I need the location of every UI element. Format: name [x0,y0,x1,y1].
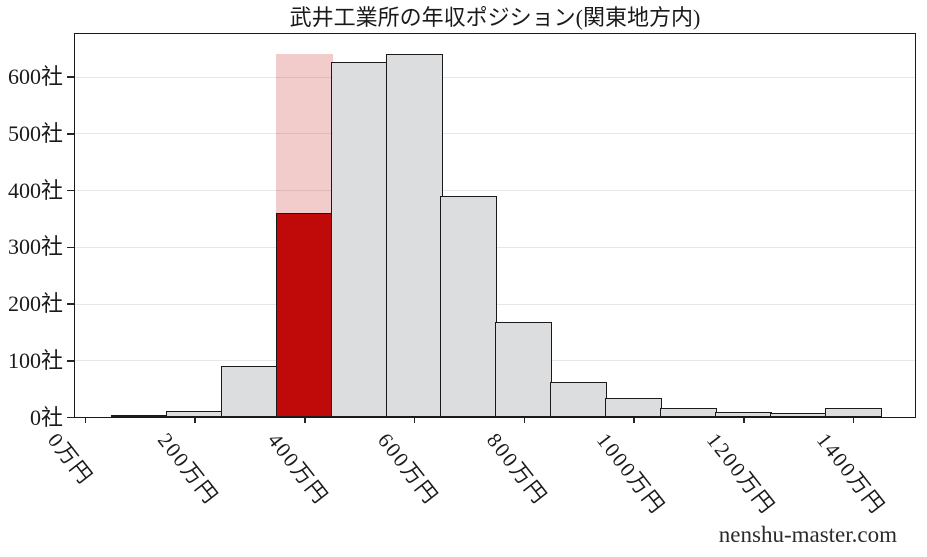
x-tick [633,417,635,423]
y-tick [67,189,74,192]
y-grid-line [75,190,915,192]
y-tick [67,246,74,249]
histogram-bar [605,398,663,417]
histogram-bar [385,53,443,417]
histogram-bar [111,415,169,417]
y-tick-label: 200社 [7,291,63,317]
x-tick-label: 600万円 [372,427,443,509]
x-tick-label: 1400万円 [811,427,890,519]
histogram-bar [769,413,827,417]
histogram-bar [220,365,278,417]
histogram-bar [714,411,772,417]
y-tick [67,76,74,78]
x-tick-label: 400万円 [262,427,334,509]
y-tick-label: 100社 [7,347,63,373]
x-tick-label: 200万円 [153,427,224,509]
y-tick [67,360,74,362]
y-grid-line [75,76,915,78]
x-tick-label: 800万円 [482,427,553,509]
histogram-bar [330,62,388,417]
x-tick [852,417,855,423]
histogram-bar [495,321,553,417]
x-tick-label: 0万円 [43,427,99,489]
histogram-bar [166,411,224,417]
y-grid-line [75,133,915,135]
histogram-bar [550,381,608,417]
y-tick-label: 0社 [29,404,63,430]
x-tick [743,417,745,423]
chart-title: 武井工業所の年収ポジション(関東地方内) [289,5,701,30]
y-tick-label: 500社 [7,120,63,146]
x-tick [84,417,87,423]
y-tick [67,133,74,135]
plot-area [74,33,916,418]
x-tick [304,417,306,423]
y-tick-label: 600社 [7,64,63,90]
x-tick [194,417,196,423]
y-tick-label: 300社 [7,234,63,260]
highlight-bar [275,212,333,417]
x-tick-label: 1200万円 [701,427,780,519]
histogram-bar [659,407,717,417]
y-tick-label: 400社 [7,177,63,203]
watermark-text: nenshu-master.com [718,522,897,547]
histogram-bar [824,407,882,417]
x-tick-label: 1000万円 [591,427,670,519]
y-tick [67,303,74,305]
x-tick [523,417,526,423]
x-tick [413,417,416,423]
histogram-bar [440,195,498,417]
y-tick [67,416,74,419]
